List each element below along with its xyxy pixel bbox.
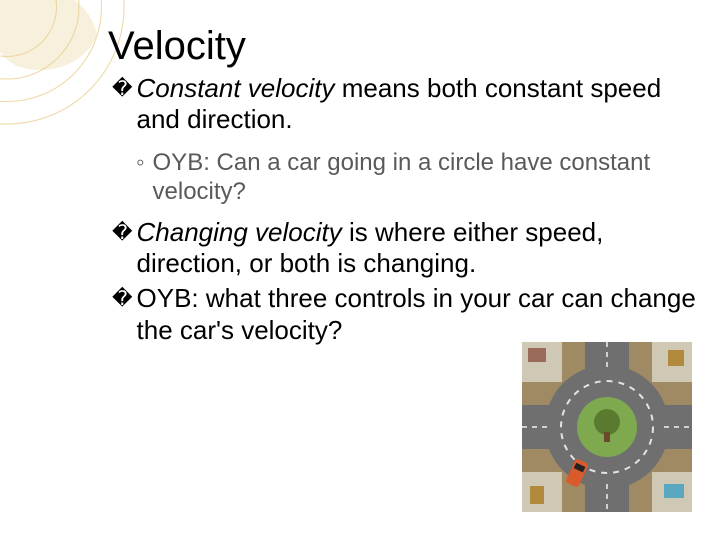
slide-title: Velocity bbox=[108, 24, 698, 69]
bullet-marker: � bbox=[112, 221, 133, 279]
sub-bullet-marker: ◦ bbox=[136, 149, 145, 207]
sub-bullet-item: ◦OYB: Can a car going in a circle have c… bbox=[136, 149, 698, 207]
slide-content: Velocity �Constant velocity means both c… bbox=[108, 24, 698, 346]
roundabout-illustration bbox=[522, 342, 692, 512]
bullet-text: OYB: what three controls in your car can… bbox=[137, 283, 698, 345]
sub-bullet-text: OYB: Can a car going in a circle have co… bbox=[153, 149, 698, 207]
bullet-item: �Constant velocity means both constant s… bbox=[112, 73, 698, 135]
bullet-item: �Changing velocity is where either speed… bbox=[112, 217, 698, 279]
bullet-text: Constant velocity means both constant sp… bbox=[137, 73, 698, 135]
bullet-marker: � bbox=[112, 287, 133, 345]
bullet-item: �OYB: what three controls in your car ca… bbox=[112, 283, 698, 345]
bullet-text: Changing velocity is where either speed,… bbox=[137, 217, 698, 279]
bullet-marker: � bbox=[112, 77, 133, 135]
